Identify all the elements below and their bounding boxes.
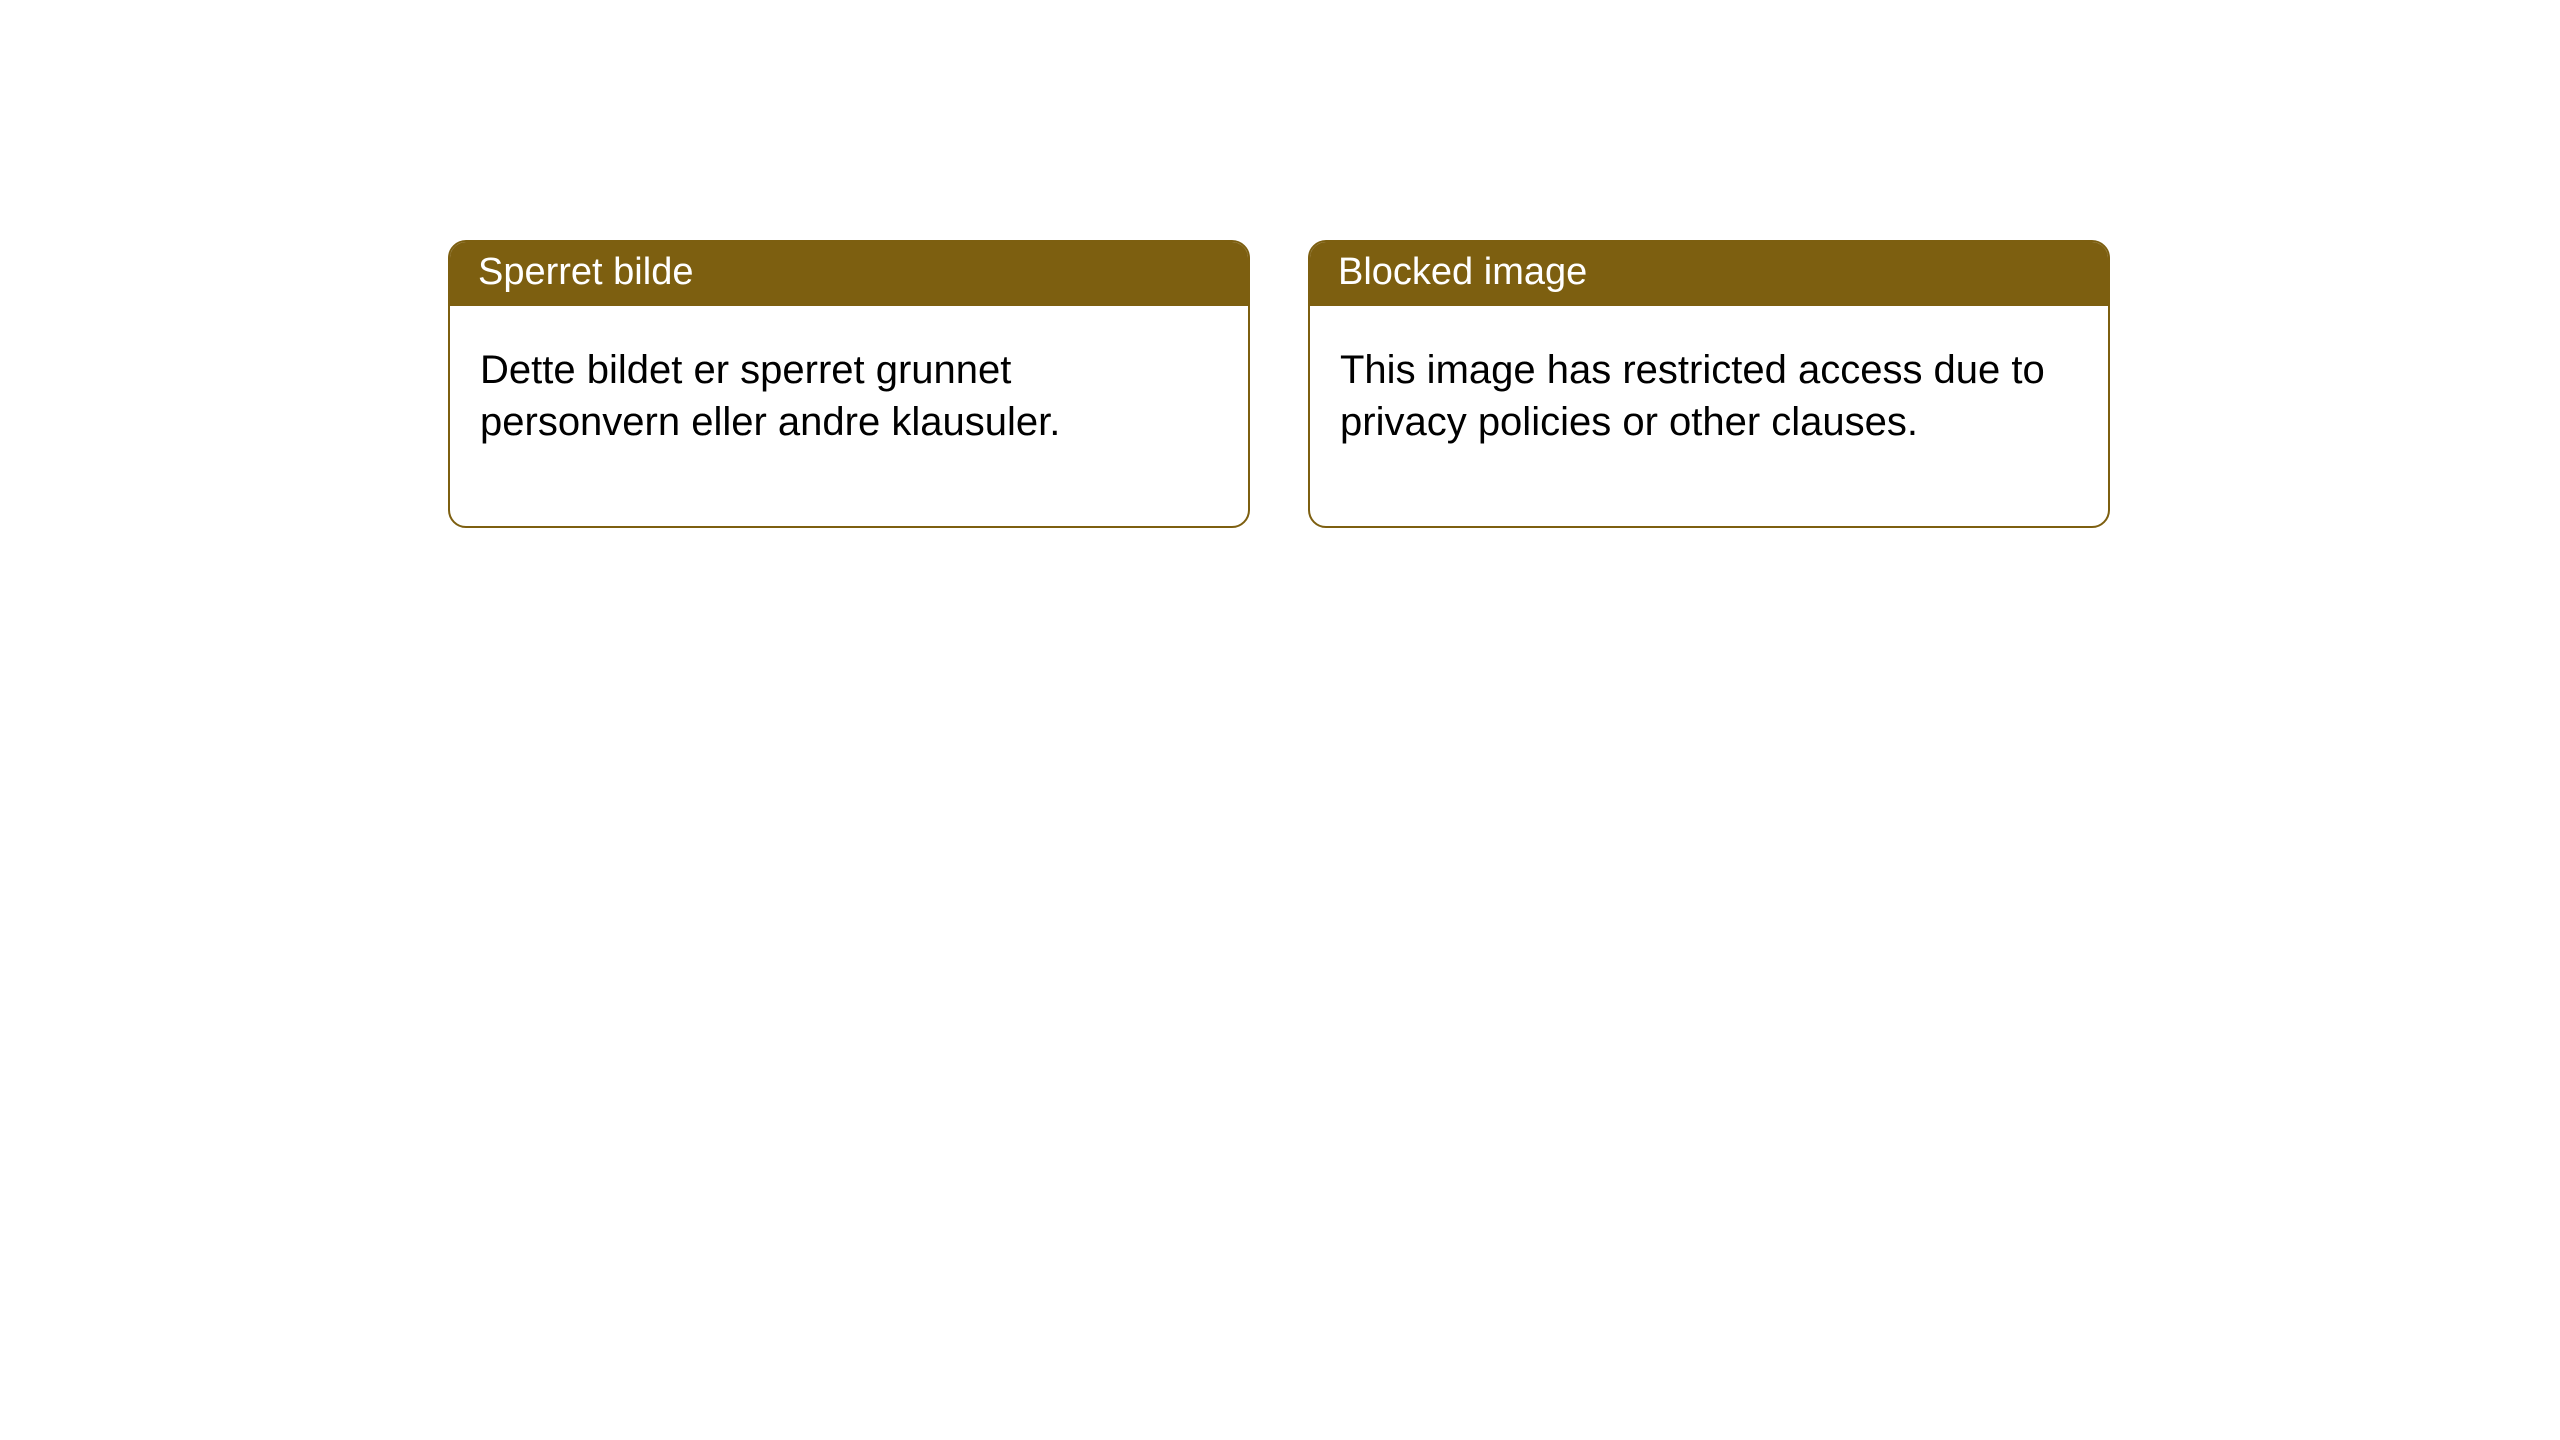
card-header: Sperret bilde	[450, 242, 1248, 306]
card-body-text: Dette bildet er sperret grunnet personve…	[450, 306, 1248, 526]
blocked-image-card-no: Sperret bilde Dette bildet er sperret gr…	[448, 240, 1250, 528]
card-body-text: This image has restricted access due to …	[1310, 306, 2108, 526]
notice-cards-container: Sperret bilde Dette bildet er sperret gr…	[448, 240, 2110, 528]
blocked-image-card-en: Blocked image This image has restricted …	[1308, 240, 2110, 528]
card-header: Blocked image	[1310, 242, 2108, 306]
